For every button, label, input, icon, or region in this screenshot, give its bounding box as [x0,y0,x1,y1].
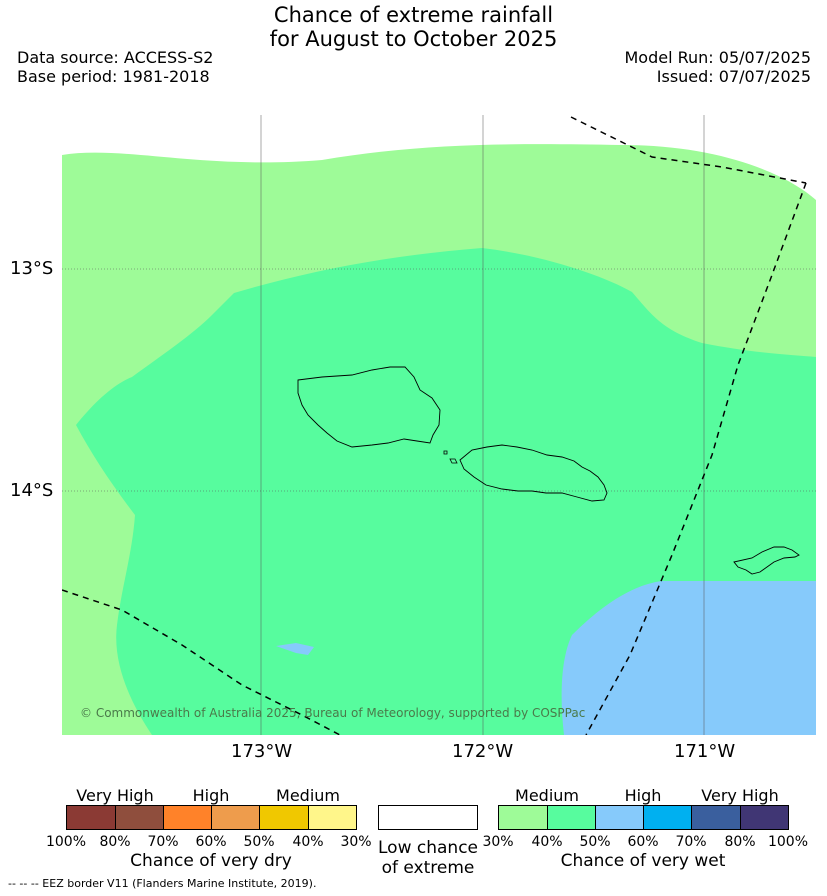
dry-caption: Chance of very dry [130,851,292,871]
graticule [62,115,816,735]
wet-pct-6: 100% [767,834,809,850]
eez-border-southwest [62,589,341,735]
eez-footnote: -- -- -- EEZ border V11 (Flanders Marine… [8,877,317,890]
wet-swatch-5 [692,806,741,829]
apolima-island [443,450,448,455]
dry-cat-high: High [192,786,230,805]
dry-swatch-1 [67,806,116,829]
savaii-island [297,366,441,448]
wet-swatch-1 [499,806,548,829]
wet-swatch-6 [741,806,788,829]
tutuila-island [733,546,800,575]
eez-border-north [570,116,807,184]
copyright-notice: © Commonwealth of Australia 2025, Bureau… [80,706,586,720]
low-chance-line1: Low chance [378,838,478,858]
lat-label-13s: 13°S [10,258,54,279]
manono-island [449,458,458,464]
wet-swatch-2 [548,806,596,829]
wet-colorbar [498,805,789,830]
dry-cat-very-high: Very High [76,786,154,805]
issued-date: Issued: 07/07/2025 [656,67,811,86]
wet-swatch-3 [596,806,644,829]
dry-swatch-5 [260,806,309,829]
dry-swatch-2 [116,806,164,829]
dry-swatch-4 [212,806,260,829]
map-plot [62,115,816,735]
dry-pct-5: 40% [292,834,324,850]
wet-pct-0: 30% [482,834,514,850]
wet-cat-medium: Medium [515,786,579,805]
dry-pct-1: 80% [99,834,131,850]
map-title-line1: Chance of extreme rainfall [273,3,554,27]
dry-pct-2: 70% [147,834,179,850]
lon-label-171w: 171°W [674,741,736,762]
dry-colorbar [66,805,357,830]
dry-pct-0: 100% [45,834,87,850]
base-period: Base period: 1981-2018 [17,67,210,86]
wet-cat-high: High [624,786,662,805]
dry-pct-6: 30% [340,834,372,850]
upolu-island [459,444,608,502]
dry-pct-3: 60% [195,834,227,850]
lat-label-14s: 14°S [10,480,54,501]
meta-left: Data source: ACCESS-S2 Base period: 1981… [17,48,213,86]
wet-pct-2: 50% [579,834,611,850]
dry-cat-medium: Medium [276,786,340,805]
region-high-50-60 [561,581,816,735]
wet-cat-very-high: Very High [701,786,779,805]
eez-border [62,116,807,735]
low-chance-swatch [378,805,478,830]
lon-label-172w: 172°W [452,741,514,762]
dry-pct-4: 50% [243,834,275,850]
dry-swatch-3 [164,806,212,829]
wet-caption: Chance of very wet [560,851,726,871]
wet-pct-5: 80% [724,834,756,850]
model-run: Model Run: 05/07/2025 [624,48,812,67]
dry-swatch-6 [309,806,356,829]
meta-right: Model Run: 05/07/2025 Issued: 07/07/2025 [625,48,812,86]
wet-pct-1: 40% [531,834,563,850]
wet-pct-3: 60% [627,834,659,850]
lon-label-173w: 173°W [231,741,293,762]
wet-swatch-4 [644,806,692,829]
eez-border-east [585,182,807,735]
low-chance-line2: of extreme [381,858,475,878]
data-source: Data source: ACCESS-S2 [17,48,214,67]
map-title-line2: for August to October 2025 [269,27,558,51]
wet-pct-4: 70% [675,834,707,850]
region-high-50-60-small [276,643,314,655]
